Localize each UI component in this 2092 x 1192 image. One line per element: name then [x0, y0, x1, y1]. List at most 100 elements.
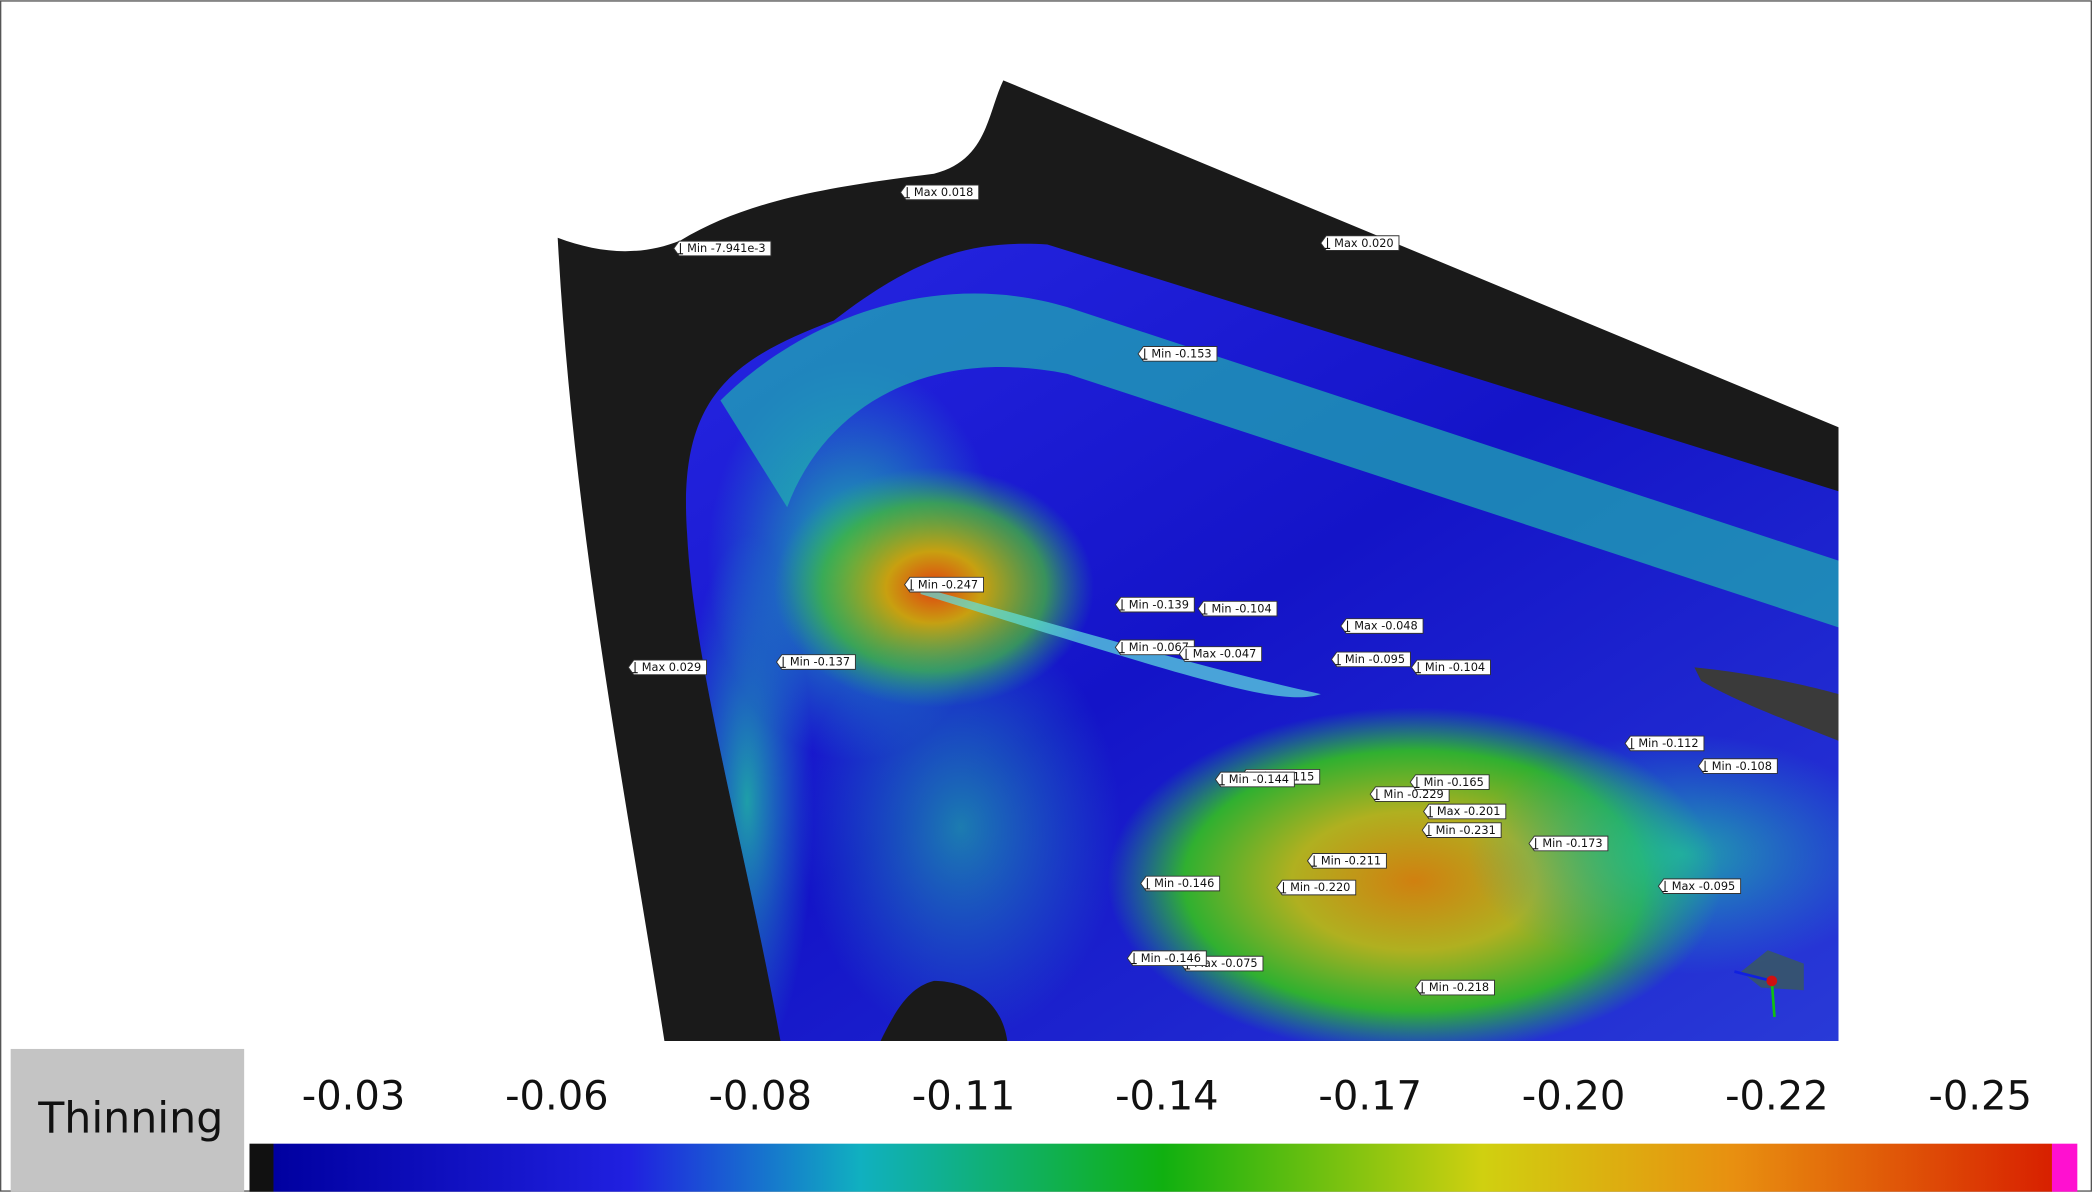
annotation: Max 0.020: [1320, 235, 1400, 251]
annotation-icon: [1344, 620, 1351, 632]
annotation: Min -0.144: [1214, 771, 1295, 788]
annotation-label: Max -0.201: [1437, 804, 1501, 818]
legend-tick: -0.22: [1725, 1073, 1829, 1119]
annotation-icon: [1335, 654, 1341, 666]
annotation-box: [673, 240, 772, 257]
annotation-label: Max -0.048: [1354, 619, 1418, 633]
annotation: Max 0.029: [627, 659, 707, 676]
annotation: Min -0.095: [1330, 651, 1411, 668]
annotation-box: [1422, 803, 1507, 820]
annotation-box: [1197, 600, 1278, 617]
annotation: Min -0.231: [1421, 822, 1502, 838]
legend-tick: -0.03: [302, 1073, 406, 1119]
annotation-box: [1114, 596, 1195, 613]
annotation-label: Min -0.095: [1345, 652, 1405, 666]
annotation-label: Min -0.146: [1154, 876, 1214, 890]
legend: Thinning -0.03 -0.06 -0.08 -0.11 -0.14 -0.17-…: [10, 1048, 2078, 1192]
annotation-icon: [1119, 642, 1125, 654]
annotation: Min -0.139: [1114, 596, 1195, 613]
annotation-icon: [1219, 774, 1225, 786]
annotation-label: Min -0.146: [1141, 951, 1201, 965]
annotation-label: Max -0.095: [1672, 879, 1736, 893]
annotation-label: Min -0.067: [1129, 640, 1189, 654]
annotation-box: [1414, 979, 1495, 996]
annotation: Min -7.941e-3: [673, 240, 772, 257]
annotation: Min -0.146: [1126, 950, 1207, 967]
legend-ticks: -0.03 -0.06 -0.08 -0.11 -0.14 -0.17 -0.20 -0.22…: [302, 1073, 2032, 1119]
annotation-icon: [1532, 838, 1539, 850]
annotation-icon: [1415, 662, 1421, 674]
legend-tick: -0.25: [1928, 1073, 2032, 1119]
annotation-box: [1369, 786, 1450, 802]
annotation: Min -0.104: [1410, 659, 1491, 676]
annotation-box: [1178, 646, 1263, 662]
annotation-box: [1421, 822, 1502, 838]
annotation-box: [1320, 235, 1400, 251]
annotation-box: [627, 659, 707, 676]
annotation: Min -0.211: [1306, 853, 1387, 869]
annotation-label: Min -0.104: [1425, 660, 1485, 674]
color-bar-high: [2051, 1143, 2078, 1192]
annotation-icon: [1131, 952, 1137, 965]
annotation: Min -0.247: [903, 576, 984, 593]
annotation-icon: [1324, 237, 1331, 249]
annotation-box: [899, 184, 980, 201]
legend-tick: -0.17: [1318, 1073, 1422, 1119]
annotation-label: Min -0.139: [1129, 597, 1189, 611]
legend-title-box: [10, 1048, 245, 1192]
annotation-label: Min -0.137: [790, 655, 850, 669]
annotation-label: Min -0.211: [1321, 854, 1381, 868]
annotation-box: [1528, 835, 1609, 852]
annotation-label: Min -0.173: [1542, 836, 1602, 850]
annotation-icon: [1311, 855, 1317, 867]
annotation-icon: [677, 243, 684, 255]
annotation: Max -0.047: [1178, 646, 1263, 662]
annotation-box: [1657, 878, 1742, 894]
annotation-icon: [1142, 348, 1148, 360]
annotation-label: Max -0.047: [1193, 647, 1257, 661]
annotation-label: Min -0.165: [1424, 775, 1484, 789]
annotation-label: Min -0.104: [1211, 601, 1271, 615]
annotation-box: [1340, 618, 1424, 634]
annotation-icon: [1202, 603, 1208, 615]
annotation-label: Min -0.218: [1429, 980, 1489, 994]
annotation: Max -0.201: [1422, 803, 1507, 820]
axis-triad: [1734, 950, 1804, 1018]
annotation-icon: [1374, 788, 1380, 800]
annotation-label: Min -0.108: [1712, 759, 1772, 773]
annotation-icon: [1414, 776, 1420, 788]
annotation: Min -0.218: [1414, 979, 1495, 996]
annotation-box: [1697, 758, 1778, 774]
annotation-label: Max -0.075: [1194, 956, 1258, 970]
annotation-label: Max 0.018: [914, 185, 973, 199]
annotation-box: [1276, 879, 1357, 896]
annotation: Min -0.108: [1697, 758, 1778, 774]
legend-title: Thinning: [37, 1094, 223, 1144]
annotation-box: [1140, 875, 1221, 892]
annotation: Min -0.137: [775, 654, 856, 670]
annotation-box: [903, 576, 984, 593]
annotation-icon: [1119, 599, 1125, 611]
annotation-box: [1409, 774, 1490, 790]
annotation-label: Max 0.020: [1334, 236, 1393, 250]
annotation-icon: [908, 579, 914, 591]
color-bar: [273, 1143, 2052, 1192]
annotation-icon: [1419, 982, 1425, 994]
annotation-label: Min -0.231: [1436, 823, 1496, 837]
annotation-label: Min -0.144: [1229, 772, 1289, 786]
legend-tick: -0.06: [505, 1073, 609, 1119]
annotation-icon: [780, 656, 786, 668]
annotation-icon: [1144, 878, 1151, 890]
annotation-box: [1330, 651, 1411, 668]
annotation: Min -0.153: [1137, 346, 1218, 362]
annotation-box: [1137, 346, 1218, 362]
legend-tick: -0.08: [708, 1073, 812, 1119]
annotations: Max 0.018 Min -7.941e-3 Max 0.020 Min -0.15…: [627, 184, 1778, 996]
annotation: Max -0.095: [1657, 878, 1742, 894]
annotation-icon: [1427, 806, 1433, 818]
annotation-box: [1306, 853, 1387, 869]
annotation: Max -0.048: [1340, 618, 1424, 634]
annotation-label: Min -0.112: [1638, 736, 1698, 750]
